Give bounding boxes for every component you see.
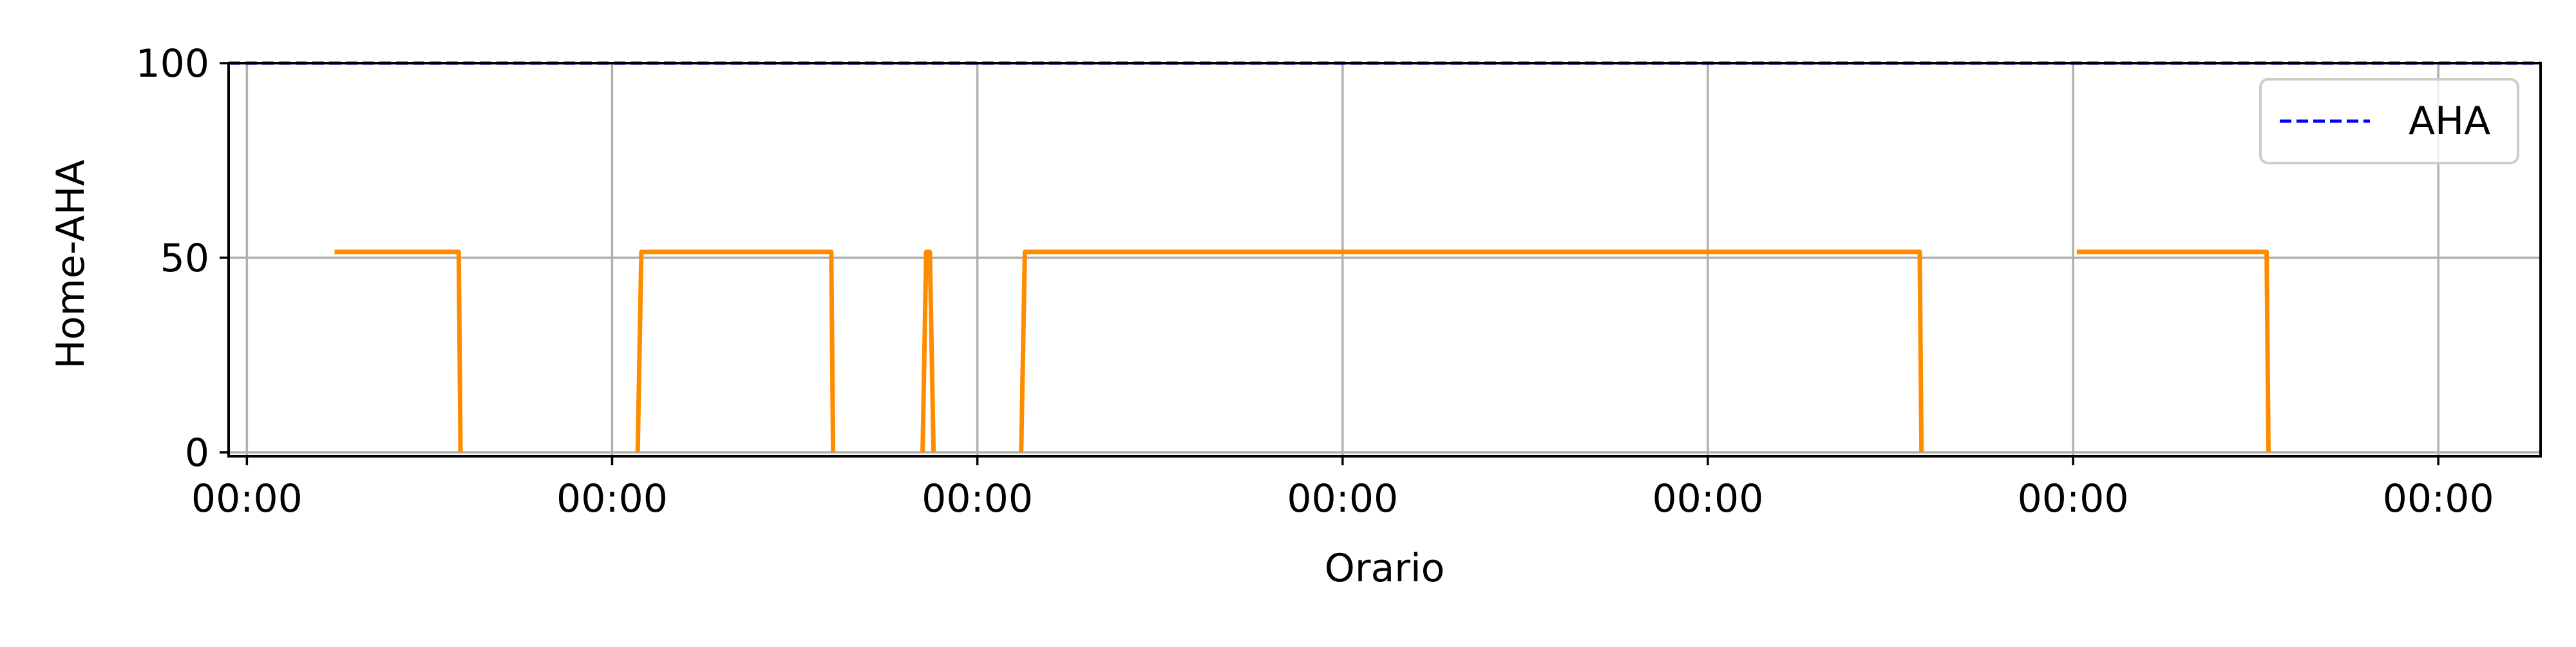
x-tick-label: 00:00 (556, 476, 668, 521)
x-tick-label: 00:00 (1652, 476, 1763, 521)
x-axis-label: Orario (1325, 546, 1445, 591)
plot-frame (227, 62, 2542, 458)
x-tick-label: 00:00 (2383, 476, 2494, 521)
x-tick-label: 00:00 (2018, 476, 2129, 521)
series-line (635, 249, 836, 453)
series-line (1019, 249, 1924, 453)
series-line (920, 249, 936, 453)
y-tick-label: 0 (185, 430, 209, 476)
x-tick-label: 00:00 (191, 476, 303, 521)
legend-frame (2259, 78, 2519, 164)
legend: AHA (2259, 78, 2519, 164)
y-tick-label: 100 (135, 41, 209, 86)
x-tick-label: 00:00 (1287, 476, 1398, 521)
y-tick-label: 50 (160, 236, 209, 281)
y-axis-label: Home-AHA (48, 160, 93, 369)
x-tick-label: 00:00 (922, 476, 1033, 521)
series-line (2076, 249, 2271, 453)
series-line (334, 249, 463, 453)
ticks-layer: 00:00 00:00 00:00 00:00 00:00 00:00 00:0005010… (135, 41, 2494, 521)
legend-aha-label: AHA (2409, 99, 2490, 144)
